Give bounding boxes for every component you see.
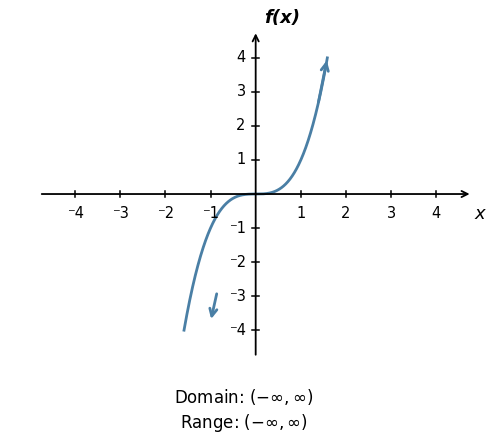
Text: x: x xyxy=(475,205,485,223)
Text: ⁻1: ⁻1 xyxy=(229,221,246,235)
Text: 3: 3 xyxy=(237,84,246,99)
Text: ⁻4: ⁻4 xyxy=(67,206,84,221)
Text: 1: 1 xyxy=(296,206,305,221)
Text: ⁻2: ⁻2 xyxy=(228,255,246,269)
Text: 2: 2 xyxy=(341,206,351,221)
Text: ⁻3: ⁻3 xyxy=(112,206,129,221)
Text: 1: 1 xyxy=(237,153,246,167)
Text: Range: $(-\infty, \infty)$: Range: $(-\infty, \infty)$ xyxy=(180,412,307,434)
Text: Domain: $(-\infty, \infty)$: Domain: $(-\infty, \infty)$ xyxy=(174,387,313,407)
Text: 3: 3 xyxy=(387,206,395,221)
Text: ⁻1: ⁻1 xyxy=(202,206,219,221)
Text: 4: 4 xyxy=(431,206,441,221)
Text: f(x): f(x) xyxy=(264,9,300,27)
Text: 2: 2 xyxy=(236,119,246,133)
Text: 4: 4 xyxy=(237,50,246,65)
Text: ⁻3: ⁻3 xyxy=(229,289,246,304)
Text: ⁻4: ⁻4 xyxy=(229,323,246,338)
Text: ⁻2: ⁻2 xyxy=(157,206,174,221)
